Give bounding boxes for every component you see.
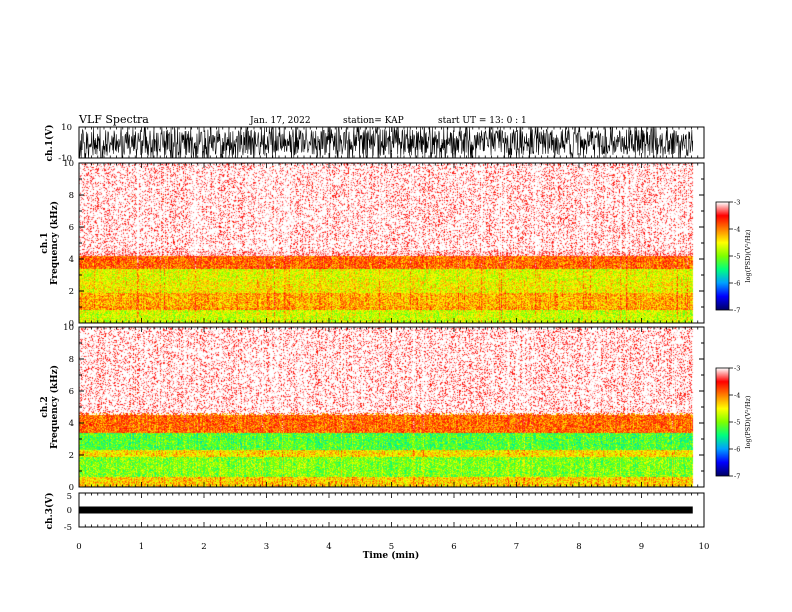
colorbar-tick-label: -3 bbox=[734, 365, 740, 373]
ch2-colorbar-gradient bbox=[716, 368, 729, 476]
ch3-waveform-panel: 5 0 -5 ch.3(V) bbox=[44, 492, 705, 533]
xtick-label: 10 bbox=[699, 542, 710, 552]
ch1-waveform-ytick-top: 10 bbox=[61, 123, 72, 133]
ytick-label: 8 bbox=[69, 191, 74, 201]
ch1-waveform-ylabel: ch.1(V) bbox=[44, 125, 55, 162]
colorbar-tick-label: -3 bbox=[734, 199, 740, 207]
ytick-label: 0 bbox=[69, 483, 74, 493]
ch1-colorbar: -3 -4 -5 -6 -7 log(PSD)(V²/Hz) bbox=[715, 199, 752, 315]
ch2-spectrogram-image bbox=[79, 327, 704, 487]
ch1-colorbar-gradient bbox=[716, 202, 729, 310]
colorbar-tick-label: -4 bbox=[734, 226, 740, 234]
ch1-spectrogram-ylabel-channel: ch.1 bbox=[40, 232, 50, 253]
colorbar-tick-label: -6 bbox=[734, 280, 740, 288]
date-label: Jan. 17, 2022 bbox=[249, 116, 311, 126]
xtick-label: 3 bbox=[264, 542, 269, 552]
xtick-label: 1 bbox=[139, 542, 144, 552]
ytick-label: 0 bbox=[69, 319, 74, 329]
ch2-spectrogram-panel: 0 2 4 6 8 10 ch.2 Frequency (kHz) bbox=[40, 323, 705, 493]
xtick-label: 4 bbox=[326, 542, 331, 552]
figure-title: VLF Spectra bbox=[78, 113, 149, 126]
xtick-label: 7 bbox=[514, 542, 519, 552]
ch3-waveform-ytick-bottom: -5 bbox=[64, 523, 72, 533]
colorbar-tick-label: -7 bbox=[734, 307, 740, 315]
ch1-waveform-ytick-bottom: -10 bbox=[58, 154, 72, 164]
ch1-spectrogram-yticks: 0 2 4 6 8 10 bbox=[63, 159, 704, 329]
ch3-waveform-ylabel: ch.3(V) bbox=[44, 493, 55, 530]
ch2-colorbar-ticks: -3 -4 -5 -6 -7 bbox=[729, 365, 740, 481]
xtick-label: 6 bbox=[451, 542, 456, 552]
colorbar-tick-label: -5 bbox=[734, 253, 740, 261]
ytick-label: 10 bbox=[63, 323, 74, 333]
ch2-colorbar-label: log(PSD)(V²/Hz) bbox=[744, 395, 752, 448]
ch1-spectrogram-ylabel-frequency: Frequency (kHz) bbox=[49, 201, 60, 285]
xtick-label: 9 bbox=[639, 542, 644, 552]
start-time-label: start UT = 13: 0 : 1 bbox=[438, 116, 527, 126]
xtick-label: 8 bbox=[576, 542, 581, 552]
ytick-label: 10 bbox=[63, 159, 74, 169]
ch3-waveform-ytick-top: 5 bbox=[67, 492, 72, 502]
xtick-label: 5 bbox=[389, 542, 394, 552]
ytick-label: 6 bbox=[69, 223, 74, 233]
xtick-label: 2 bbox=[201, 542, 206, 552]
ch2-colorbar: -3 -4 -5 -6 -7 log(PSD)(V²/Hz) bbox=[715, 365, 752, 481]
ch2-spectrogram-ylabel-channel: ch.2 bbox=[40, 396, 50, 417]
ch1-colorbar-label: log(PSD)(V²/Hz) bbox=[744, 229, 752, 282]
ch3-waveform-ytick-middle: 0 bbox=[67, 506, 72, 516]
ytick-label: 4 bbox=[69, 419, 74, 429]
ytick-label: 8 bbox=[69, 355, 74, 365]
colorbar-tick-label: -4 bbox=[734, 392, 740, 400]
ch1-waveform-trace bbox=[78, 127, 694, 158]
colorbar-tick-label: -6 bbox=[734, 446, 740, 454]
colorbar-tick-label: -7 bbox=[734, 473, 740, 481]
ytick-label: 2 bbox=[69, 287, 74, 297]
xtick-label: 0 bbox=[76, 542, 81, 552]
ch1-spectrogram-image bbox=[79, 163, 704, 323]
time-axis-tick-labels: 0 1 2 3 4 5 6 7 8 9 10 bbox=[76, 542, 709, 552]
time-axis-ticks bbox=[78, 127, 705, 527]
ch3-waveform-trace bbox=[79, 506, 693, 514]
ytick-label: 4 bbox=[69, 255, 74, 265]
ch1-waveform-panel: 10 -10 ch.1(V) bbox=[44, 123, 705, 164]
ytick-label: 2 bbox=[69, 451, 74, 461]
ytick-label: 6 bbox=[69, 387, 74, 397]
ch1-colorbar-ticks: -3 -4 -5 -6 -7 bbox=[729, 199, 740, 315]
colorbar-tick-label: -5 bbox=[734, 419, 740, 427]
ch2-spectrogram-yticks: 0 2 4 6 8 10 bbox=[63, 323, 704, 493]
time-axis-label: Time (min) bbox=[363, 550, 420, 561]
station-label: station= KAP bbox=[343, 116, 404, 126]
ch1-spectrogram-panel: 0 2 4 6 8 10 ch.1 Frequency (kHz) bbox=[40, 159, 705, 329]
ch2-spectrogram-ylabel-frequency: Frequency (kHz) bbox=[49, 365, 60, 449]
